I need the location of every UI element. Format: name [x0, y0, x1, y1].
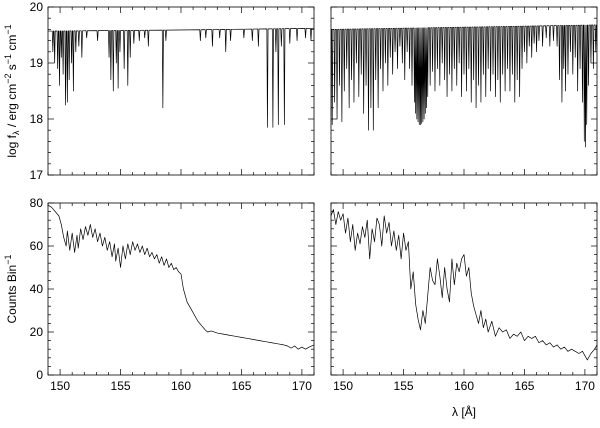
top-left-ylabel: log fλ / erg cm−2 s−1 cm−1 [3, 24, 21, 157]
x-tick-label: 165 [231, 379, 251, 393]
panel-bottom-left-frame [47, 202, 315, 376]
x-tick-label: 165 [514, 379, 534, 393]
y-tick-label: 17 [30, 168, 44, 182]
panel-top-left-ticks [47, 6, 315, 176]
x-tick-label: 170 [575, 379, 595, 393]
panel-top-right-ticks [330, 6, 598, 176]
panel-bottom-right-ticks [330, 202, 598, 376]
x-tick-label: 155 [111, 379, 131, 393]
bottom-right-xlabel: λ [Å] [452, 404, 476, 419]
panel-bottom-left [47, 202, 315, 376]
tick-labels: 17 18 19 20 0 20 40 60 80 150 155 160 165 170 150 155 16… [30, 0, 596, 393]
x-tick-label: 160 [454, 379, 474, 393]
y-tick-label: 40 [30, 282, 44, 296]
y-tick-label: 19 [30, 56, 44, 70]
y-tick-label: 18 [30, 112, 44, 126]
y-tick-label: 20 [30, 0, 44, 14]
y-tick-label: 60 [30, 239, 44, 253]
panel-bottom-left-ticks [47, 202, 315, 376]
panel-top-left [47, 6, 315, 176]
x-tick-label: 150 [50, 379, 70, 393]
x-tick-label: 160 [171, 379, 191, 393]
panel-bottom-left-trace [47, 204, 315, 350]
y-tick-label: 80 [30, 196, 44, 210]
panel-top-right [330, 6, 598, 176]
bottom-left-ylabel: Counts Bin−1 [3, 255, 19, 324]
panel-bottom-right [330, 202, 598, 376]
panel-top-right-trace [330, 24, 598, 148]
y-tick-label: 20 [30, 325, 44, 339]
panel-bottom-right-frame [330, 202, 598, 376]
y-tick-label: 0 [36, 368, 43, 382]
x-tick-label: 150 [333, 379, 353, 393]
panel-top-left-trace [47, 27, 315, 128]
panel-bottom-right-trace [330, 209, 598, 361]
x-tick-label: 170 [292, 379, 312, 393]
panel-top-left-frame [47, 6, 315, 176]
x-tick-label: 155 [394, 379, 414, 393]
